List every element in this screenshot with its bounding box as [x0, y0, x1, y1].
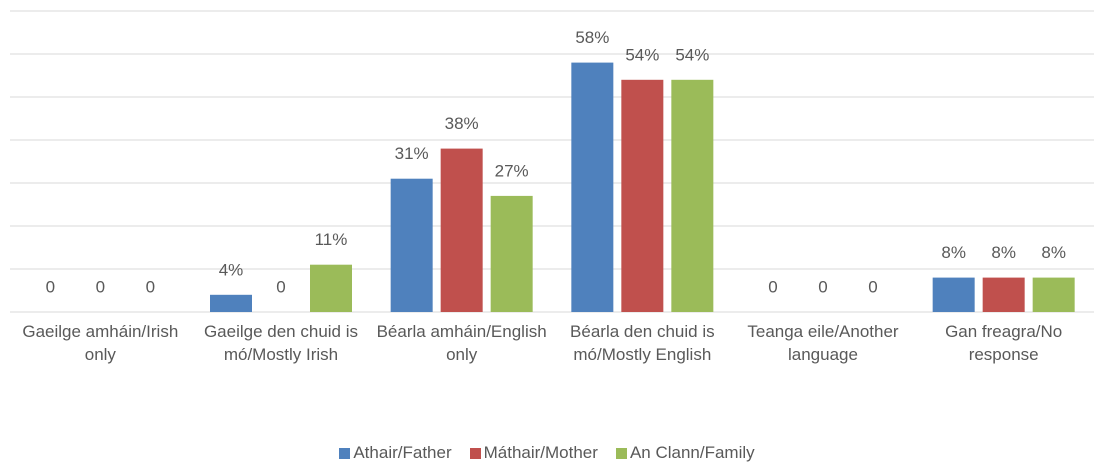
data-label: 8%: [1041, 243, 1066, 262]
legend-swatch: [339, 447, 351, 459]
legend-item: Máthair/Mother: [469, 443, 598, 463]
bar: [310, 264, 352, 312]
bar: [390, 178, 433, 312]
x-tick-label: Béarla den chuid is mó/Mostly English: [570, 322, 715, 364]
bar: [571, 62, 614, 312]
data-label: 8%: [991, 243, 1016, 262]
data-label: 54%: [625, 45, 659, 64]
x-tick-label: Gaeilge den chuid is mó/Mostly Irish: [203, 322, 358, 364]
legend-label: An Clann/Family: [629, 443, 755, 462]
data-label: 0: [146, 277, 155, 296]
data-label: 0: [46, 277, 55, 296]
legend: Athair/Father Máthair/Mother An Clann/Fami…: [0, 443, 1094, 463]
x-tick-label: Teanga eile/Another language: [747, 322, 899, 364]
data-label: 54%: [675, 45, 709, 64]
bar: [210, 294, 252, 312]
x-tick-label: Béarla amháin/English only: [376, 322, 547, 364]
data-label: 31%: [395, 144, 429, 163]
legend-label: Athair/Father: [353, 443, 452, 462]
legend-item: Athair/Father: [339, 443, 452, 463]
bar: [671, 79, 714, 312]
data-label: 4%: [219, 260, 244, 279]
bar: [440, 148, 483, 312]
data-label: 0: [768, 277, 777, 296]
x-tick-label: Gaeilge amháin/Irish only: [22, 322, 179, 364]
data-label: 58%: [575, 28, 609, 47]
bar: [621, 79, 664, 312]
legend-swatch: [469, 447, 481, 459]
data-label: 0: [868, 277, 877, 296]
data-label: 11%: [315, 230, 348, 249]
x-tick-label: Gan freagra/No response: [945, 322, 1063, 364]
legend-label: Máthair/Mother: [483, 443, 598, 462]
legend-swatch: [615, 447, 627, 459]
data-label: 27%: [495, 161, 529, 180]
bar: [932, 277, 975, 312]
data-label: 0: [818, 277, 827, 296]
legend-item: An Clann/Family: [615, 443, 755, 463]
data-label: 0: [96, 277, 105, 296]
bar: [1032, 277, 1075, 312]
data-label: 8%: [941, 243, 966, 262]
bar: [490, 195, 533, 312]
bar: [982, 277, 1025, 312]
data-label: 38%: [445, 114, 479, 133]
data-label: 0: [276, 277, 285, 296]
